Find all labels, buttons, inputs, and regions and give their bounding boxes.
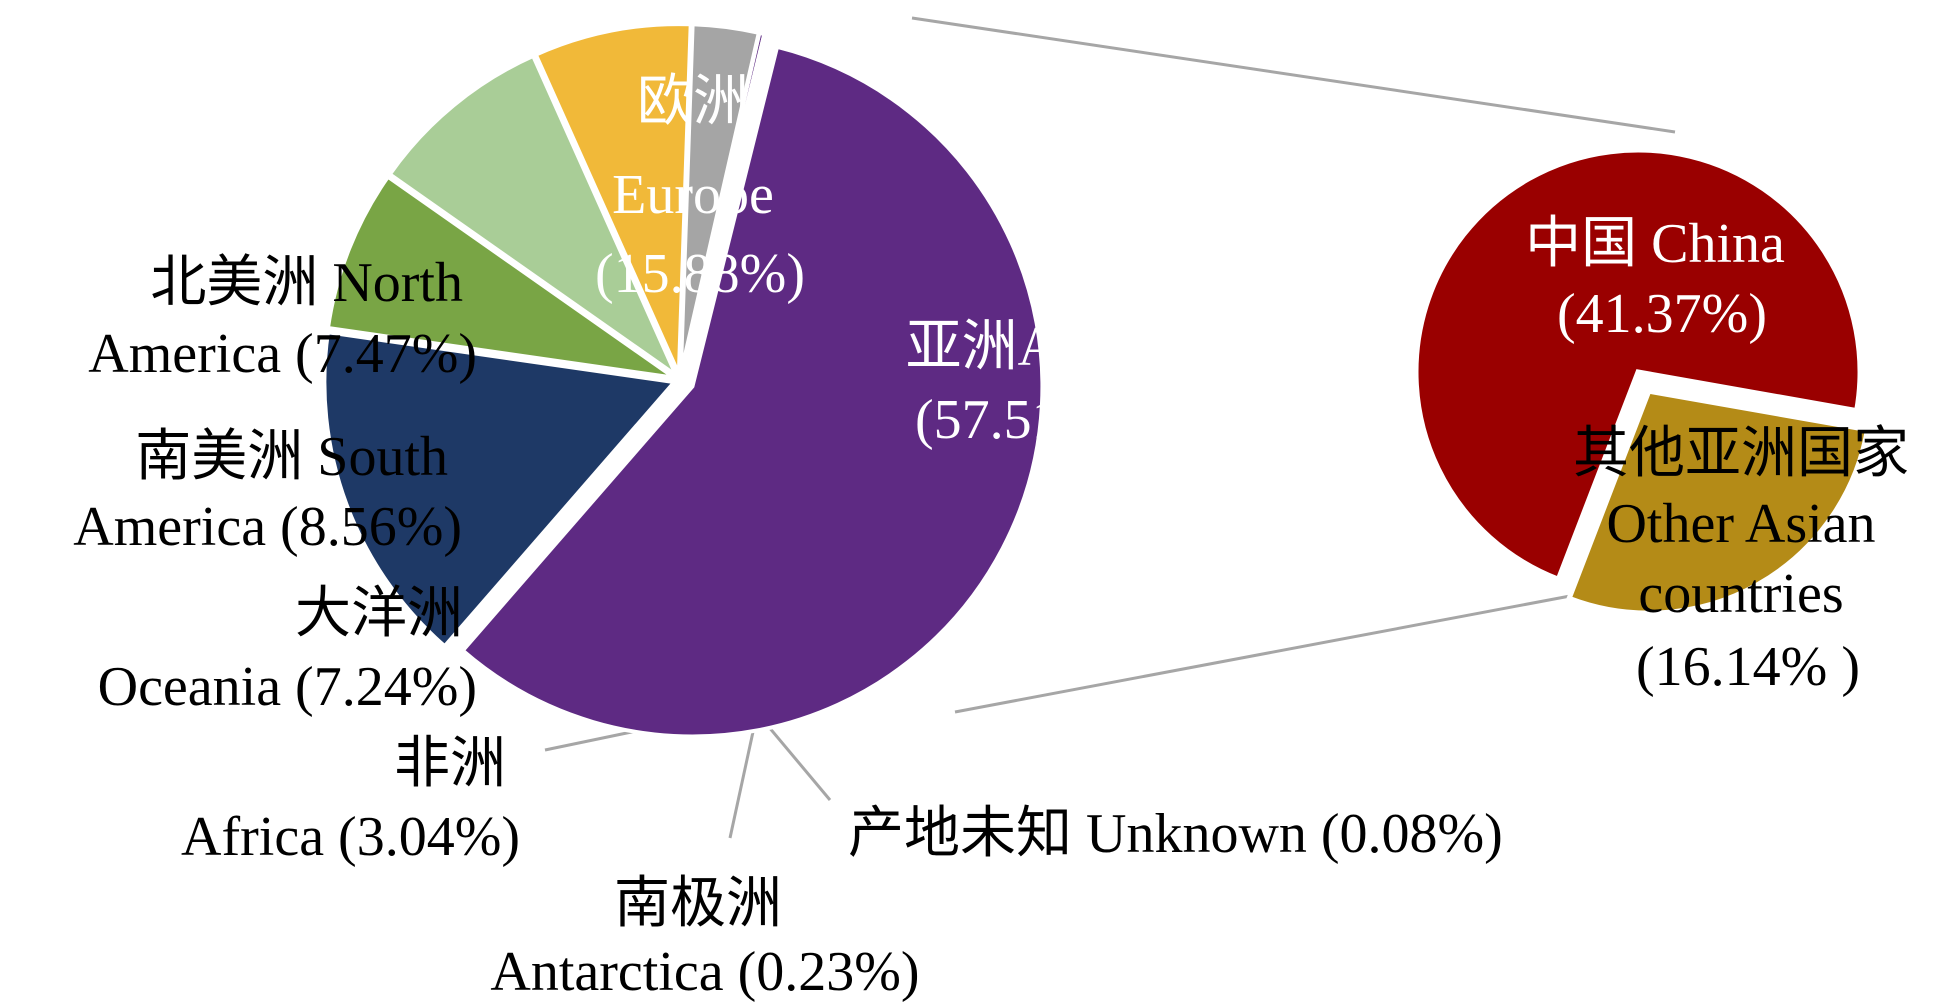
label-africa: 非洲 Africa (3.04%) — [181, 733, 520, 868]
connector-line — [954, 588, 1603, 714]
pie-slice-unknown — [679, 31, 769, 375]
label-south-america: 南美洲 South America (8.56%) — [73, 426, 462, 558]
pie-slice-asia — [459, 44, 1045, 739]
asia-breakdown-pie — [1413, 147, 1871, 616]
pie-slice-south-america — [386, 53, 681, 382]
pie-connector-lines — [911, 16, 1676, 714]
pie-slice-other-asian — [1565, 388, 1871, 616]
label-asia: 亚洲Asia (57.51%) — [906, 316, 1135, 451]
pie-slice-europe — [322, 330, 679, 650]
label-north-america: 北美洲 North America (7.47%) — [88, 252, 477, 385]
leader-line — [728, 717, 758, 839]
label-antarctica: 南极洲 Antarctica (0.23%) — [490, 873, 919, 1002]
label-oceania: 大洋洲 Oceania (7.24%) — [98, 583, 477, 718]
main-pie — [322, 22, 1045, 739]
pie-slice-china — [1413, 147, 1863, 583]
label-china: 中国 China (41.37%) — [1525, 213, 1799, 345]
label-europe: 欧洲 Europe (15.88%) — [595, 71, 805, 305]
connector-line — [911, 16, 1676, 134]
label-unknown: 产地未知 Unknown (0.08%) — [848, 803, 1503, 865]
label-other-asian-countries: 其他亚洲国家 Other Asian countries (16.14% ) — [1573, 423, 1923, 698]
pie-slice-north-america — [325, 173, 676, 380]
pie-slice-oceania — [533, 22, 693, 375]
